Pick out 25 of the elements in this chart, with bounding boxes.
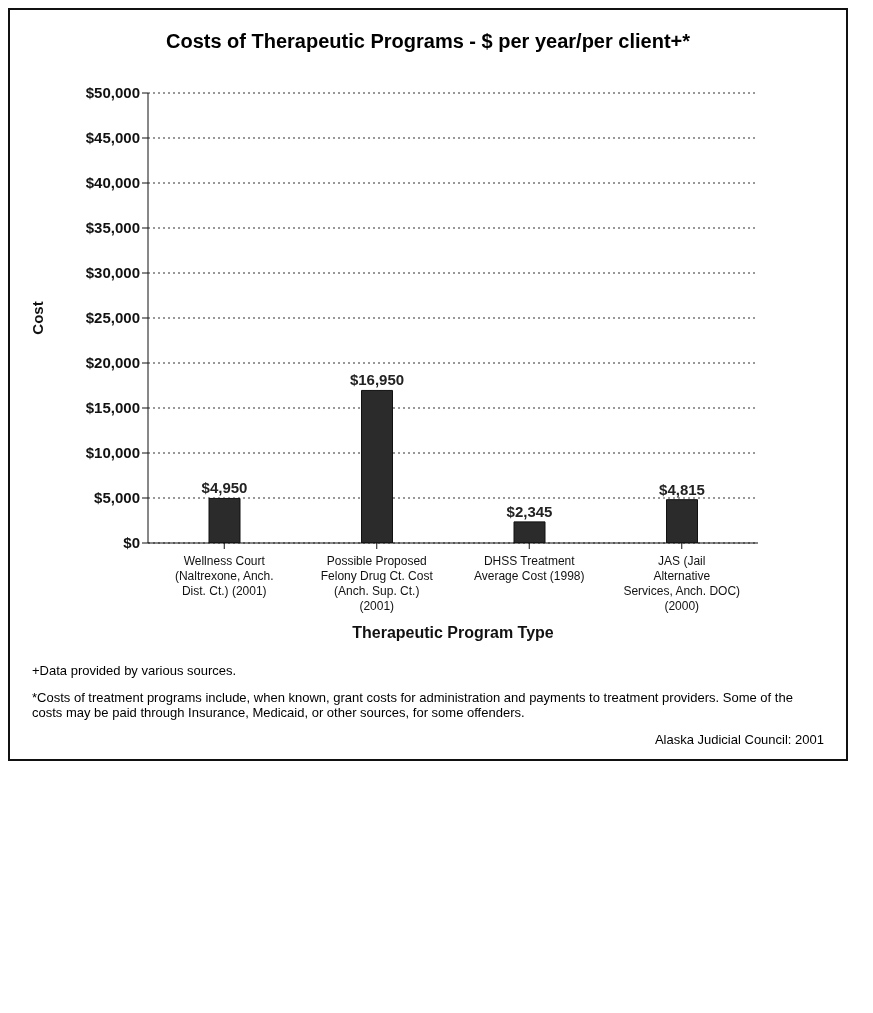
x-tick-label: DHSS Treatment Average Cost (1998) [473, 554, 585, 583]
text: *Costs of treatment programs include, when known, grant costs for administration and payments to treatment providers. Some of the costs may be paid through Insurance, Medicaid, or other sources, for some offenders. [32, 690, 794, 720]
text: +Data provided by various sources. [32, 663, 238, 678]
data-label: $4,815 [659, 480, 705, 498]
y-axis-title: Cost [29, 301, 47, 335]
y-tick-label: $0 [123, 534, 140, 552]
y-tick-label: $15,000 [85, 399, 140, 417]
x-tick-label: JAS (Jail Alternative Services, Anch. DOC) (2000) [623, 554, 741, 613]
data-label: $2,345 [506, 502, 553, 520]
y-tick-label: $25,000 [85, 309, 140, 327]
y-tick-label: $35,000 [85, 219, 140, 237]
y-tick-label: $50,000 [85, 84, 140, 102]
chart-title: Costs of Therapeutic Programs - $ per year/per client+* [164, 30, 692, 53]
y-tick-label: $30,000 [85, 264, 140, 282]
y-tick-label: $20,000 [85, 354, 140, 372]
x-axis-title: Therapeutic Program Type [352, 624, 554, 641]
text: Alaska Judicial Council: 2001 [653, 732, 824, 747]
y-tick-label: $45,000 [85, 129, 140, 147]
x-tick-label: Wellness Court (Naltrexone, Anch. Dist. Ct.) (2001) [174, 554, 274, 598]
y-tick-label: $10,000 [85, 444, 140, 462]
y-tick-label: $5,000 [94, 489, 140, 507]
data-label: $4,950 [201, 479, 248, 497]
data-label: $16,950 [349, 371, 405, 389]
x-tick-label: Possible Proposed Felony Drug Ct. Cost (Anch. Sup. Ct.) (2001) [320, 554, 434, 613]
y-tick-label: $40,000 [85, 174, 140, 192]
